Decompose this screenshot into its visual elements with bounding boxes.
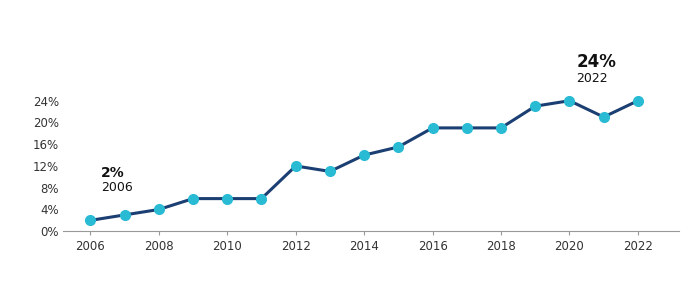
Text: 2006: 2006 — [101, 181, 132, 194]
Point — [496, 126, 507, 130]
Point — [153, 207, 164, 212]
Point — [393, 145, 404, 149]
Point — [119, 213, 130, 217]
Point — [427, 126, 438, 130]
Point — [222, 196, 233, 201]
Point — [188, 196, 199, 201]
Text: 2%: 2% — [101, 166, 125, 180]
Point — [324, 169, 335, 174]
Point — [256, 196, 267, 201]
Point — [290, 164, 301, 168]
Point — [598, 115, 609, 119]
Point — [358, 153, 370, 157]
Point — [530, 104, 541, 108]
Text: 24%: 24% — [576, 53, 616, 71]
Text: 2022: 2022 — [576, 72, 608, 85]
Point — [85, 218, 96, 222]
Point — [564, 98, 575, 103]
Point — [461, 126, 472, 130]
Point — [632, 98, 643, 103]
